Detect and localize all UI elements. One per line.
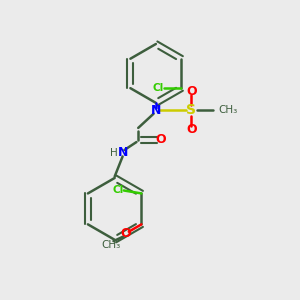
Text: N: N <box>117 146 128 159</box>
Text: H: H <box>110 148 118 158</box>
Text: CH₃: CH₃ <box>101 240 120 250</box>
Text: O: O <box>186 85 196 98</box>
Text: S: S <box>186 103 196 117</box>
Text: O: O <box>186 123 196 136</box>
Text: Cl: Cl <box>152 83 164 93</box>
Text: CH₃: CH₃ <box>219 105 238 115</box>
Text: N: N <box>151 104 161 117</box>
Text: O: O <box>155 133 166 146</box>
Text: Cl: Cl <box>112 185 124 196</box>
Text: O: O <box>120 227 130 240</box>
